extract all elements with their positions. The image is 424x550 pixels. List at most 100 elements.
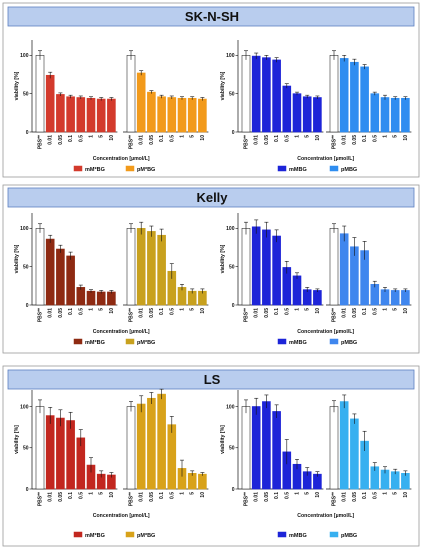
y-tick-label: 50 [23, 264, 29, 270]
x-axis-title: Concentration [µmol/L] [93, 156, 150, 162]
panel-banner [7, 369, 415, 390]
bar [66, 96, 75, 133]
bar [136, 403, 146, 490]
x-tick-label: 0.05 [149, 308, 155, 318]
x-tick-label: 0.1 [68, 135, 74, 142]
x-tick-label: 0.5 [169, 492, 175, 499]
x-tick-label: 0.1 [159, 308, 165, 315]
bar [107, 98, 116, 133]
bar [350, 418, 359, 490]
x-tick-label: 5 [190, 308, 196, 311]
legend-swatch [329, 531, 339, 538]
bar [187, 97, 197, 133]
bar [390, 471, 400, 490]
x-tick-label: 0.5 [78, 492, 84, 499]
y-tick-label: 50 [229, 264, 235, 270]
x-tick-label: 0.1 [362, 492, 368, 499]
x-tick-label: 0.05 [58, 135, 64, 145]
y-tick-label: 50 [229, 91, 235, 97]
bar [380, 97, 390, 133]
chart-right: 0 50 100 viability [%] PBS** 0.01 0.05 0.1 0.5 1 5… [220, 213, 412, 346]
legend-label: pMBG [341, 167, 357, 173]
legend-label: mMBG [289, 167, 307, 173]
x-tick-label: 5 [99, 135, 105, 138]
bar [147, 91, 156, 133]
x-tick-label: 0.05 [58, 492, 64, 502]
bar [262, 401, 271, 490]
x-tick-label: 1 [180, 308, 186, 311]
panel-title: LS [204, 372, 221, 387]
x-tick-label: 5 [305, 135, 311, 138]
x-tick-label: PBS** [244, 492, 250, 506]
x-tick-label: PBS** [129, 308, 135, 322]
x-tick-label: 1 [383, 308, 389, 311]
bar [177, 97, 187, 133]
panel-banner [7, 6, 415, 27]
bar [251, 226, 261, 306]
bar [107, 291, 116, 306]
bar [147, 231, 156, 306]
bar [262, 57, 271, 133]
legend-label: mM*BG [85, 167, 105, 173]
bar [272, 59, 281, 133]
chart-right: 0 50 100 viability [%] PBS** 0.01 0.05 0.1 0.5 1 5… [220, 390, 412, 539]
bar [241, 406, 251, 490]
y-tick-label: 50 [23, 91, 29, 97]
legend-label: pMBG [341, 340, 357, 346]
x-axis-title: Concentration [µmol/L] [297, 513, 354, 519]
x-tick-label: 0.01 [342, 492, 348, 502]
y-tick-label: 0 [26, 303, 29, 309]
bar [157, 393, 166, 490]
x-tick-label: PBS** [38, 135, 44, 149]
x-tick-label: 0.05 [264, 492, 270, 502]
bar [56, 248, 65, 306]
x-tick-label: PBS** [332, 308, 338, 322]
x-tick-label: 5 [305, 308, 311, 311]
x-tick-label: 0.01 [48, 492, 54, 502]
bar [390, 290, 400, 306]
x-tick-label: 10 [200, 135, 206, 141]
x-tick-label: 1 [180, 135, 186, 138]
bar [96, 291, 106, 306]
x-tick-label: 0.5 [78, 135, 84, 142]
x-tick-label: 0.1 [159, 135, 165, 142]
x-tick-label: 0.1 [274, 492, 280, 499]
bar [157, 234, 166, 306]
x-tick-label: 0.01 [139, 135, 145, 145]
x-tick-label: 0.5 [169, 135, 175, 142]
chart-left: 0 50 100 viability [%] PBS** 0.01 0.05 0.1 0.5 1 5… [14, 40, 209, 173]
bar [292, 275, 302, 306]
x-tick-label: 0.01 [48, 308, 54, 318]
bar [167, 97, 177, 133]
x-tick-label: 0.5 [284, 492, 290, 499]
bar [56, 417, 65, 490]
x-tick-label: 5 [305, 492, 311, 495]
bar [339, 401, 349, 490]
bar [272, 411, 281, 490]
bar [302, 96, 312, 133]
bar [313, 97, 322, 133]
x-tick-label: 10 [109, 308, 115, 314]
bar [136, 72, 146, 133]
y-tick-label: 100 [226, 53, 235, 59]
legend-swatch [125, 338, 135, 345]
y-axis-title: viability [%] [220, 71, 226, 100]
y-axis-title: viability [%] [14, 425, 20, 454]
x-tick-label: 1 [89, 492, 95, 495]
bar [45, 74, 55, 133]
bar [56, 94, 65, 133]
x-tick-label: PBS** [129, 135, 135, 149]
x-tick-label: 0.1 [159, 492, 165, 499]
y-tick-label: 0 [232, 303, 235, 309]
y-tick-label: 100 [20, 226, 29, 232]
x-tick-label: 0.05 [352, 492, 358, 502]
y-axis-title: viability [%] [14, 244, 20, 273]
bar [126, 406, 136, 490]
legend-label: mMBG [289, 340, 307, 346]
bar [157, 96, 166, 133]
bar [241, 228, 251, 306]
bar [360, 66, 369, 133]
legend-label: mM*BG [85, 340, 105, 346]
